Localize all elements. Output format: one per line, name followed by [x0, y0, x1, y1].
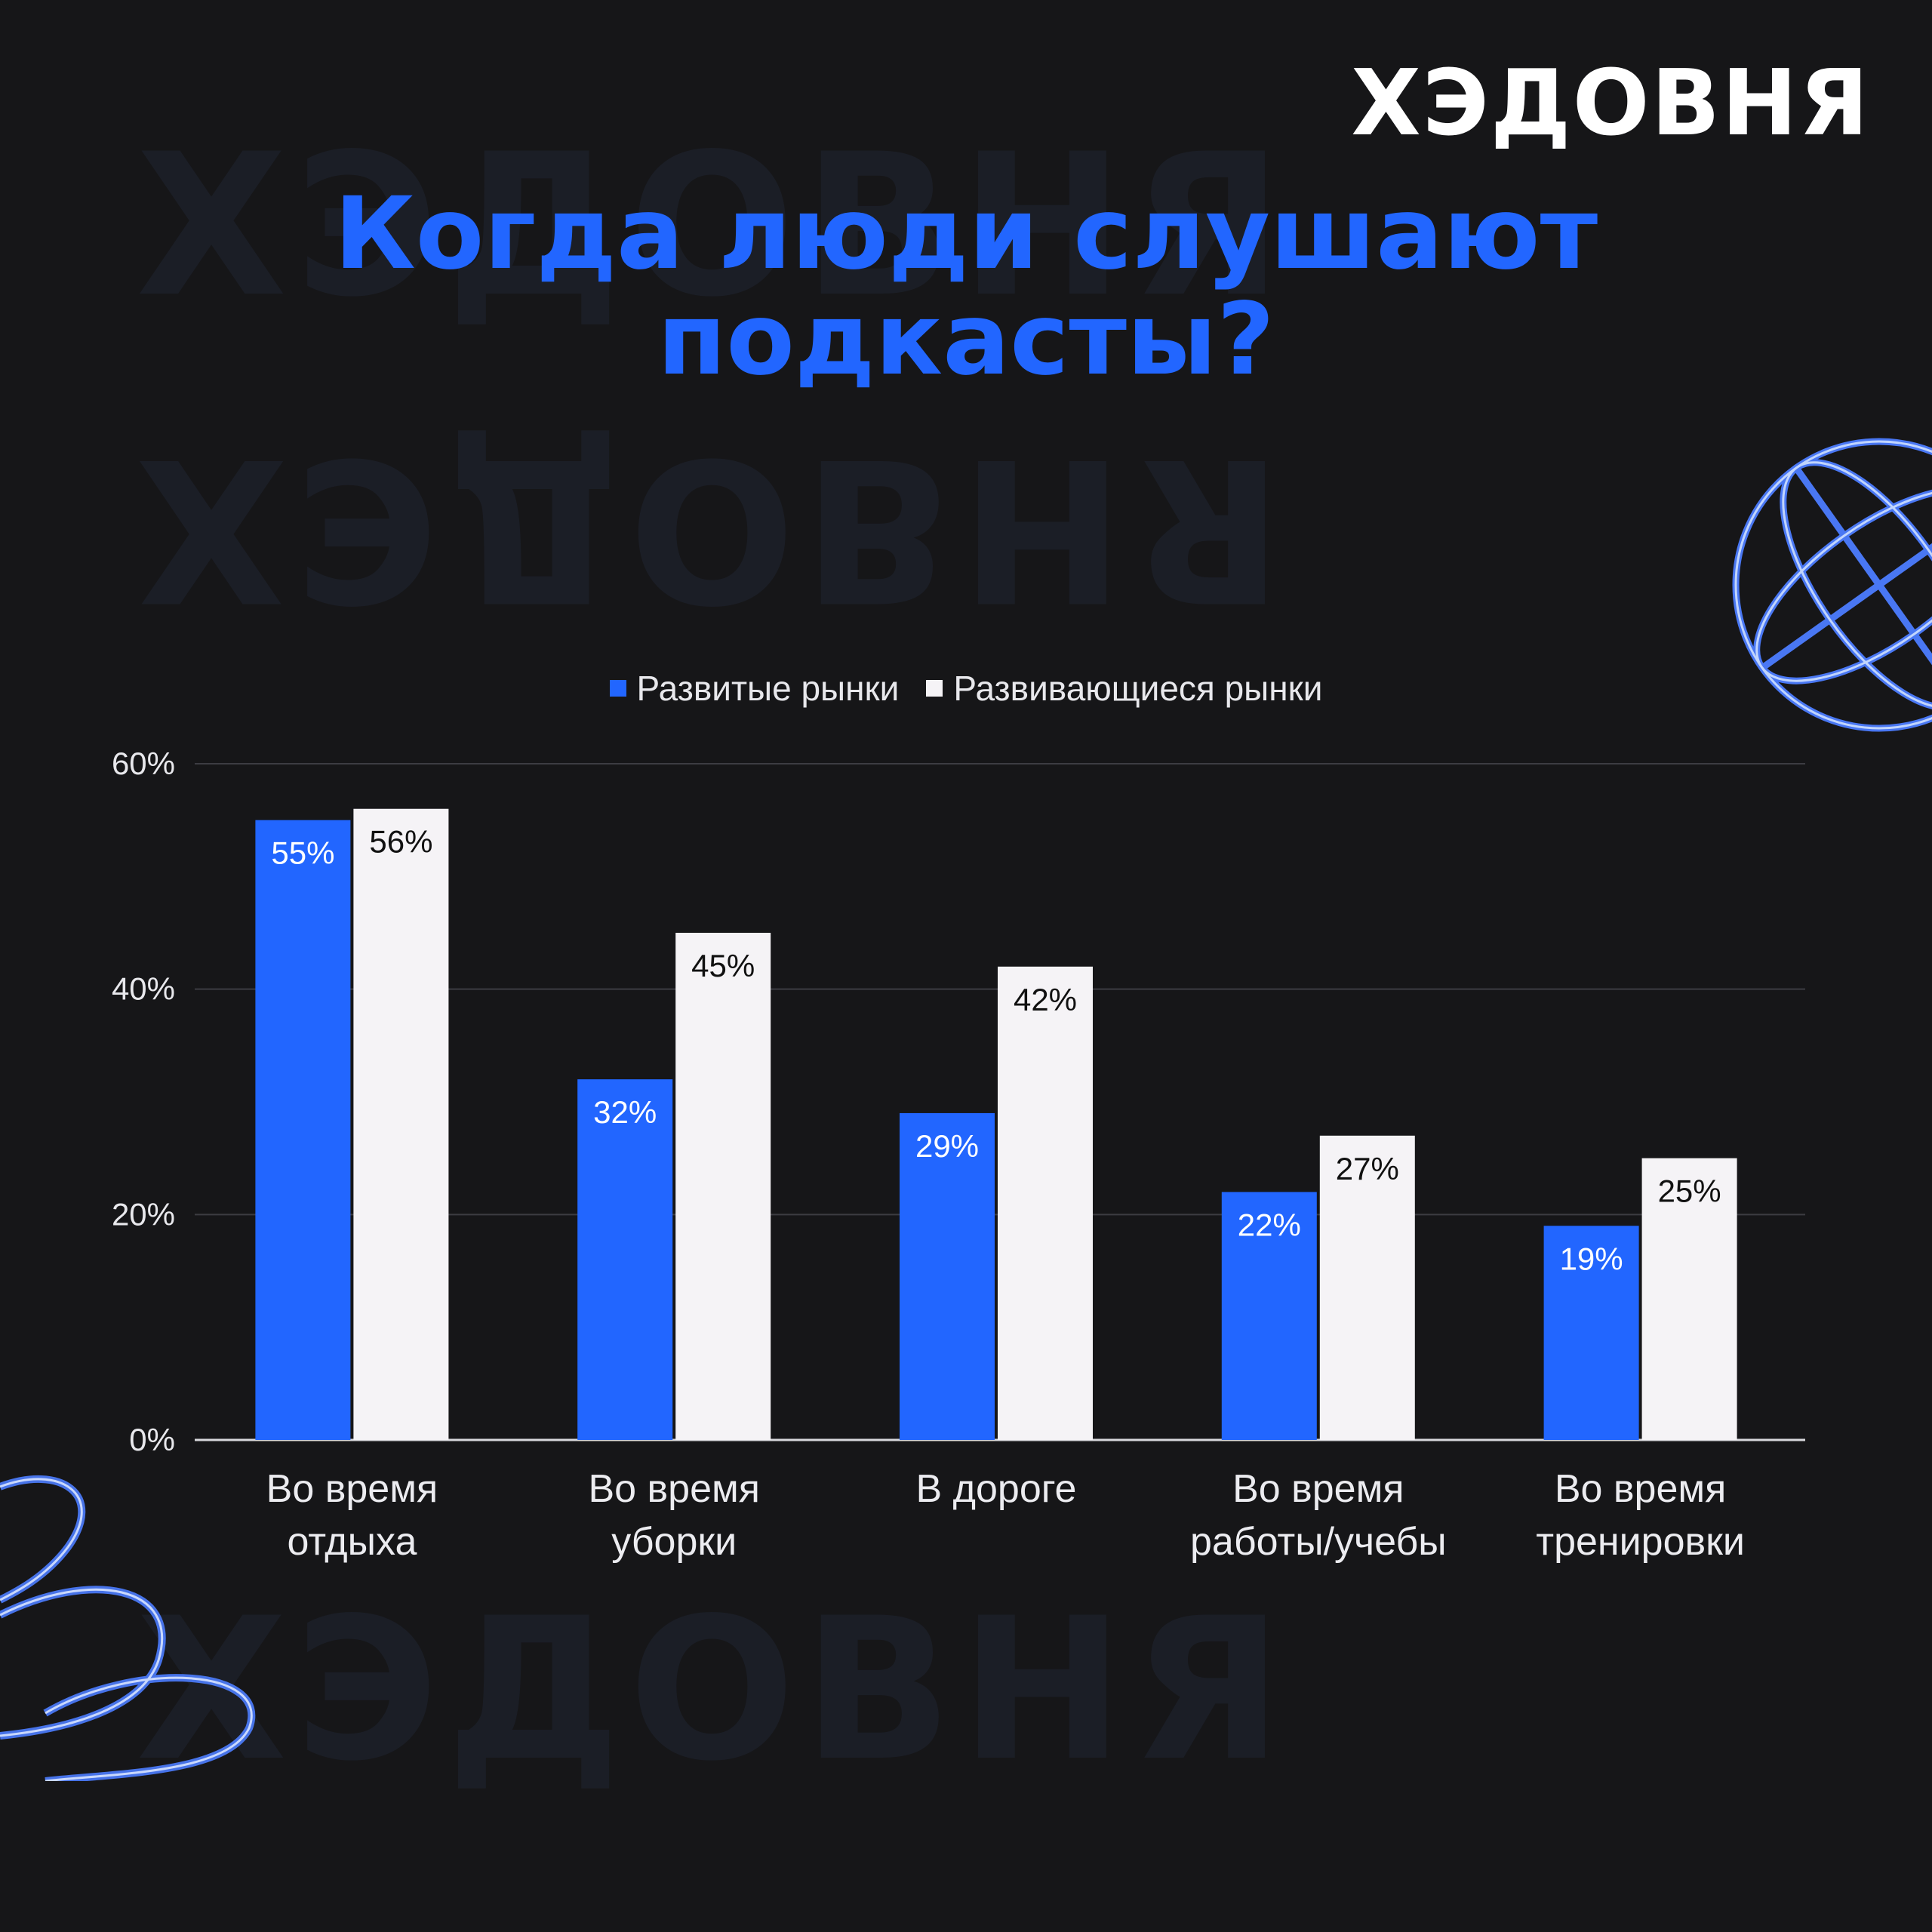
legend-swatch-developing: [926, 680, 943, 697]
x-category-label: В дороге: [916, 1467, 1077, 1511]
y-tick-label: 0%: [129, 1422, 175, 1457]
page-title-line-1: Когда люди слушают: [334, 176, 1598, 292]
x-category-label: Во время: [1232, 1467, 1404, 1511]
bar-developing: [353, 808, 449, 1440]
x-category-label: тренировки: [1536, 1520, 1745, 1564]
wire-loops-decoration: [0, 1475, 256, 1781]
bar-developing: [1641, 1158, 1737, 1440]
bar-developing: [1319, 1135, 1415, 1440]
brand-logo: ХЭДОВНЯ: [1351, 51, 1870, 156]
data-label: 32%: [593, 1094, 657, 1130]
bar-developed: [577, 1079, 673, 1440]
data-label: 22%: [1238, 1207, 1301, 1242]
page-title: Когда люди слушают подкасты?: [0, 181, 1932, 392]
x-category-label: Во время: [588, 1467, 759, 1511]
x-category-label: работы/учебы: [1190, 1520, 1447, 1564]
background-watermark-top: ХЭДОВНЯ: [136, 112, 1291, 340]
data-label: 19%: [1560, 1241, 1623, 1276]
bar-developed: [1543, 1226, 1639, 1440]
data-label: 45%: [691, 948, 755, 983]
background-watermark-bottom: ХЭДОВНЯ: [136, 1577, 1291, 1804]
legend-label-developed: Развитые рынки: [636, 669, 900, 708]
data-label: 25%: [1658, 1174, 1721, 1209]
x-category-label: Во время: [266, 1467, 438, 1511]
chart-legend: Развитые рынки Развивающиеся рынки: [0, 668, 1932, 709]
x-category-label: Во время: [1555, 1467, 1726, 1511]
data-label: 55%: [271, 835, 334, 871]
legend-item-developed: Развитые рынки: [609, 668, 900, 709]
data-label: 27%: [1336, 1151, 1399, 1186]
bar-developed: [1221, 1192, 1317, 1440]
y-tick-label: 20%: [112, 1196, 175, 1232]
bar-developed: [255, 820, 351, 1440]
y-tick-label: 60%: [112, 746, 175, 781]
bar-developing: [998, 966, 1093, 1440]
x-category-label: отдыха: [287, 1520, 417, 1564]
data-label: 29%: [915, 1128, 979, 1164]
data-label: 56%: [369, 824, 432, 860]
legend-swatch-developed: [609, 680, 626, 697]
legend-label-developing: Развивающиеся рынки: [953, 669, 1323, 708]
data-label: 42%: [1014, 982, 1077, 1017]
globe-icon: [1732, 438, 1932, 732]
legend-item-developing: Развивающиеся рынки: [926, 668, 1322, 709]
bar-developing: [675, 933, 771, 1440]
y-tick-label: 40%: [112, 971, 175, 1007]
page-title-line-2: подкасты?: [657, 281, 1275, 398]
x-category-label: уборки: [611, 1520, 737, 1564]
bar-developed: [900, 1112, 995, 1440]
